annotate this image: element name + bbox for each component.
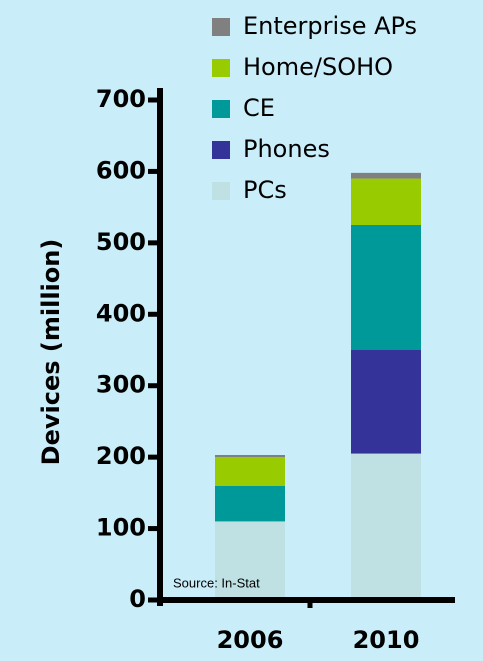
bar-segment	[215, 521, 285, 600]
y-tick-label: 400	[96, 299, 146, 327]
annotation: Source: In-Stat	[173, 575, 260, 590]
bar-segment	[215, 455, 285, 458]
y-tick-label: 300	[96, 371, 146, 399]
legend-label: PCs	[243, 176, 287, 204]
legend-swatch	[212, 141, 230, 159]
legend-label: Phones	[243, 135, 330, 163]
x-tick-label: 2010	[353, 626, 420, 654]
legend-swatch	[212, 182, 230, 200]
bar-segment	[215, 457, 285, 486]
bar-segment	[351, 225, 421, 350]
bar-segment	[351, 178, 421, 225]
bar-segment	[351, 453, 421, 600]
y-tick-label: 600	[96, 156, 146, 184]
bar-segment	[351, 350, 421, 454]
y-tick-label: 700	[96, 85, 146, 113]
y-tick-label: 0	[129, 585, 146, 613]
bar-segment	[351, 172, 421, 179]
y-axis-label: Devices (million)	[37, 239, 65, 466]
y-tick-label: 200	[96, 442, 146, 470]
legend-label: Enterprise APs	[243, 12, 417, 40]
x-tick-label: 2006	[217, 626, 284, 654]
legend-swatch	[212, 59, 230, 77]
y-tick-label: 100	[96, 514, 146, 542]
legend-label: Home/SOHO	[243, 53, 393, 81]
bar-segment	[215, 485, 285, 522]
legend-swatch	[212, 100, 230, 118]
legend-swatch	[212, 18, 230, 36]
y-tick-label: 500	[96, 228, 146, 256]
legend-label: CE	[243, 94, 275, 122]
